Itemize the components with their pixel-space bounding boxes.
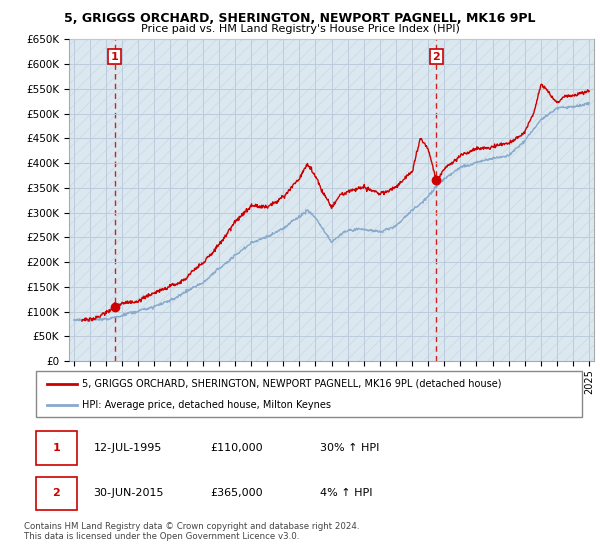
Text: Contains HM Land Registry data © Crown copyright and database right 2024.
This d: Contains HM Land Registry data © Crown c… xyxy=(24,522,359,542)
Text: 2: 2 xyxy=(53,488,61,498)
Text: 1: 1 xyxy=(111,52,118,62)
Text: HPI: Average price, detached house, Milton Keynes: HPI: Average price, detached house, Milt… xyxy=(82,400,331,410)
Text: 30-JUN-2015: 30-JUN-2015 xyxy=(94,488,164,498)
Text: 12-JUL-1995: 12-JUL-1995 xyxy=(94,443,162,453)
Text: £110,000: £110,000 xyxy=(211,443,263,453)
Text: 5, GRIGGS ORCHARD, SHERINGTON, NEWPORT PAGNELL, MK16 9PL: 5, GRIGGS ORCHARD, SHERINGTON, NEWPORT P… xyxy=(64,12,536,25)
FancyBboxPatch shape xyxy=(36,432,77,465)
FancyBboxPatch shape xyxy=(36,371,582,417)
Text: 5, GRIGGS ORCHARD, SHERINGTON, NEWPORT PAGNELL, MK16 9PL (detached house): 5, GRIGGS ORCHARD, SHERINGTON, NEWPORT P… xyxy=(82,379,502,389)
Text: 30% ↑ HPI: 30% ↑ HPI xyxy=(320,443,379,453)
Text: 1: 1 xyxy=(53,443,61,453)
Text: Price paid vs. HM Land Registry's House Price Index (HPI): Price paid vs. HM Land Registry's House … xyxy=(140,24,460,34)
Text: 4% ↑ HPI: 4% ↑ HPI xyxy=(320,488,373,498)
Text: £365,000: £365,000 xyxy=(211,488,263,498)
Text: 2: 2 xyxy=(433,52,440,62)
FancyBboxPatch shape xyxy=(36,477,77,510)
